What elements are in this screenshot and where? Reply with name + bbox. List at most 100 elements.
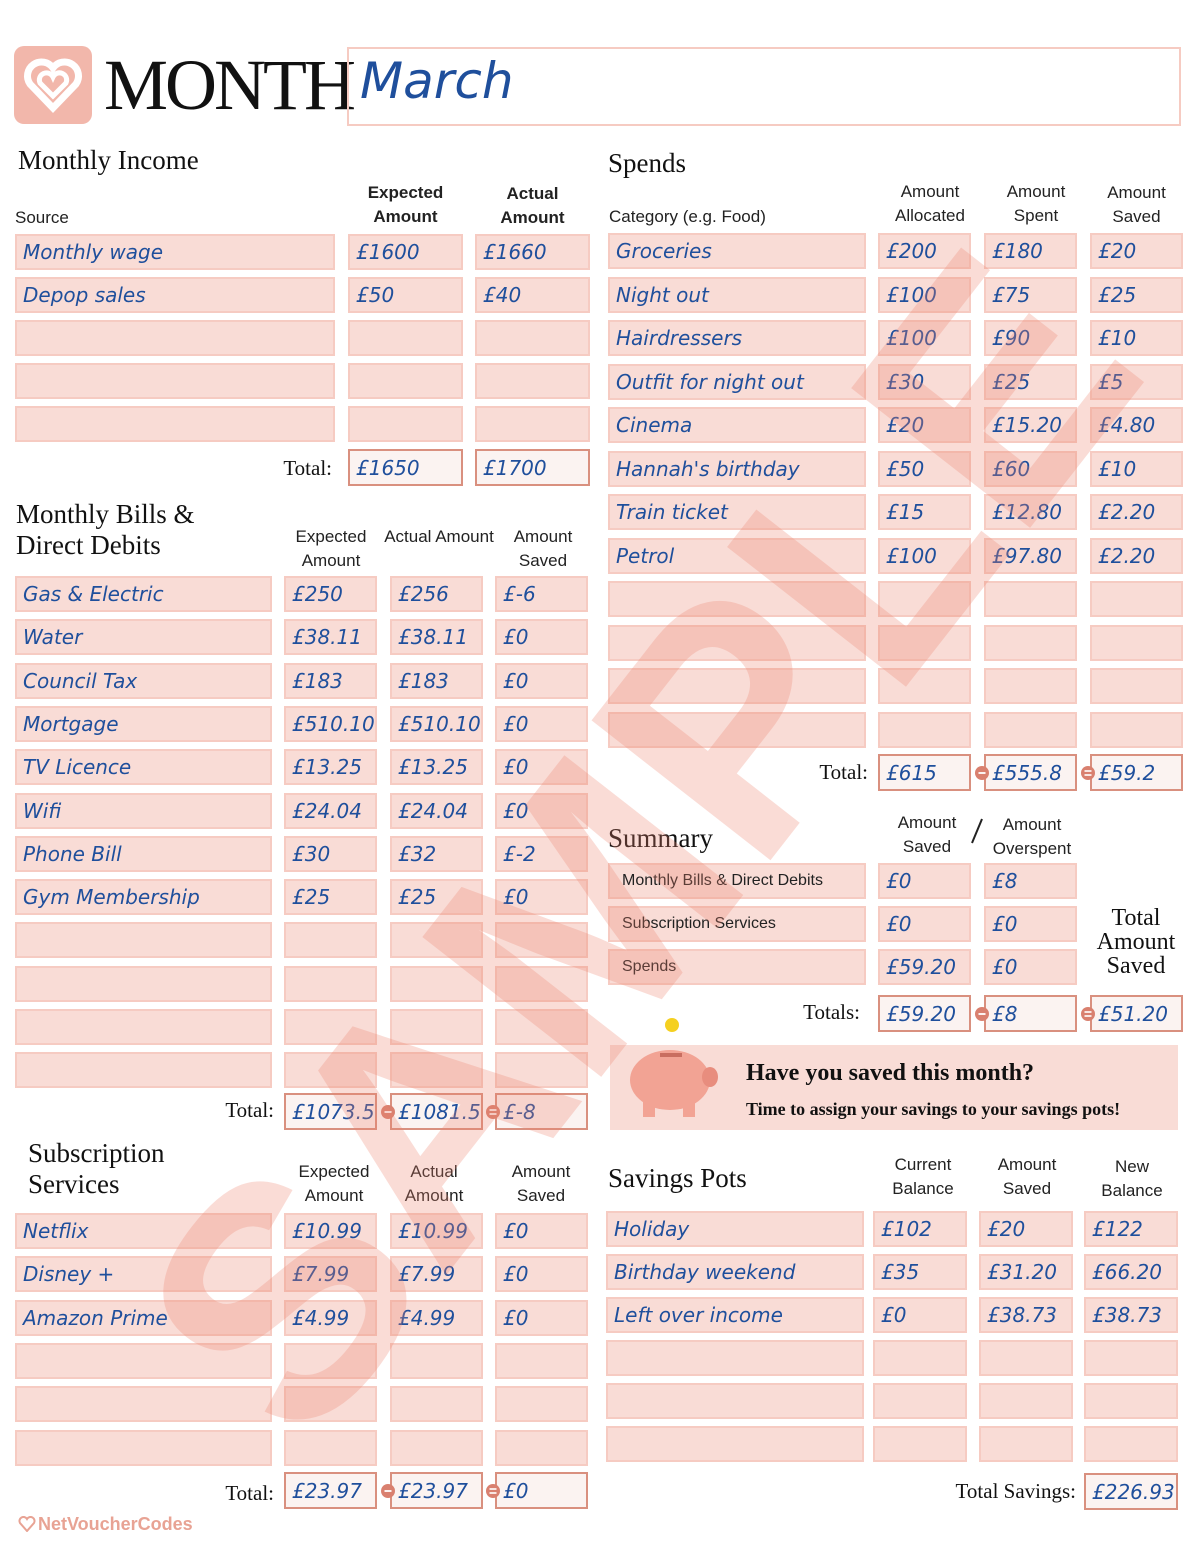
empty-cell	[608, 668, 866, 704]
empty-cell	[984, 711, 1077, 748]
table-cell: £-6	[495, 576, 588, 612]
total-value: £226.93	[1084, 1473, 1178, 1510]
table-cell: Cinema	[608, 407, 866, 443]
empty-cell	[390, 1386, 483, 1423]
table-cell: £100	[878, 537, 971, 574]
table-cell: £38.73	[1084, 1297, 1178, 1333]
empty-cell	[878, 581, 971, 617]
empty-cell	[475, 406, 590, 442]
empty-cell	[284, 1386, 377, 1423]
section-title: Subscription Services	[28, 1138, 165, 1199]
column-header: Amount Saved	[1107, 183, 1166, 226]
table-cell: £13.25	[390, 749, 483, 786]
table-cell: Petrol	[608, 537, 866, 574]
table-cell: Gym Membership	[15, 879, 272, 916]
table-cell: £25	[390, 879, 483, 916]
operator-icon	[381, 1105, 395, 1119]
table-cell: £-2	[495, 835, 588, 872]
table-cell: Council Tax	[15, 662, 272, 699]
table-cell: £35	[873, 1254, 967, 1290]
column-header: Amount Saved	[513, 527, 573, 570]
empty-cell	[348, 363, 463, 399]
table-cell: £0	[873, 1297, 967, 1333]
section-title: Savings Pots	[608, 1163, 747, 1193]
column-header: Amount Allocated	[895, 182, 965, 225]
table-cell: Mortgage	[15, 705, 272, 742]
section-title: Monthly Income	[18, 145, 199, 175]
column-header: New Balance	[1101, 1157, 1163, 1200]
table-cell: £510.10	[390, 705, 483, 742]
table-cell: Night out	[608, 276, 866, 313]
empty-cell	[495, 965, 588, 1002]
table-cell: £180	[984, 233, 1077, 269]
table-cell: £5	[1090, 363, 1183, 400]
column-header: Amount Overspent	[992, 815, 1072, 858]
empty-cell	[606, 1383, 864, 1419]
empty-cell	[1090, 668, 1183, 704]
month-value: March	[360, 52, 514, 110]
table-cell: £122	[1084, 1211, 1178, 1247]
table-cell: £50	[348, 277, 463, 313]
empty-cell	[390, 922, 483, 959]
empty-cell	[475, 363, 590, 399]
operator-icon	[486, 1105, 500, 1119]
table-cell: £31.20	[979, 1254, 1073, 1290]
empty-cell	[15, 922, 272, 959]
table-cell: £0	[878, 863, 971, 899]
operator-icon	[975, 1007, 989, 1021]
column-header: Amount Saved	[511, 1162, 571, 1205]
header-title: MONTH	[104, 45, 356, 125]
operator-icon	[381, 1484, 395, 1498]
table-cell: £10.99	[284, 1213, 377, 1249]
empty-cell	[390, 965, 483, 1002]
total-value: £51.20	[1090, 995, 1183, 1032]
empty-cell	[15, 1429, 272, 1466]
table-cell: £24.04	[390, 792, 483, 829]
table-cell: £100	[878, 276, 971, 313]
table-cell: Netflix	[15, 1213, 272, 1249]
table-cell: £30	[284, 835, 377, 872]
empty-cell	[390, 1342, 483, 1379]
table-cell: £183	[284, 662, 377, 699]
empty-cell	[606, 1426, 864, 1462]
empty-cell	[608, 581, 866, 617]
total-value: £0	[495, 1472, 588, 1509]
empty-cell	[284, 1052, 377, 1089]
column-header: Actual Amount	[500, 184, 565, 227]
total-value: £59.20	[878, 995, 971, 1032]
empty-cell	[1090, 624, 1183, 661]
total-value: £23.97	[284, 1472, 377, 1509]
operator-icon	[486, 1484, 500, 1498]
table-cell: £7.99	[284, 1256, 377, 1293]
table-cell: £250	[284, 576, 377, 612]
table-cell: TV Licence	[15, 749, 272, 786]
table-cell: Groceries	[608, 233, 866, 269]
empty-cell	[284, 922, 377, 959]
table-cell: £0	[984, 906, 1077, 942]
table-cell: £510.10	[284, 705, 377, 742]
slash	[971, 818, 983, 844]
table-cell: £38.73	[979, 1297, 1073, 1333]
table-cell: £60	[984, 450, 1077, 487]
table-cell: £2.20	[1090, 537, 1183, 574]
table-cell: £50	[878, 450, 971, 487]
total-value: £1073.5	[284, 1093, 377, 1130]
empty-cell	[878, 711, 971, 748]
table-cell: £4.99	[284, 1299, 377, 1336]
operator-icon	[975, 766, 989, 780]
operator-icon	[1081, 766, 1095, 780]
empty-cell	[984, 668, 1077, 704]
table-cell: £75	[984, 276, 1077, 313]
table-cell: £0	[878, 906, 971, 942]
empty-cell	[15, 406, 335, 442]
table-cell: £40	[475, 277, 590, 313]
empty-cell	[1084, 1383, 1178, 1419]
table-cell: £32	[390, 835, 483, 872]
total-value: £1700	[475, 449, 590, 486]
table-cell: Amazon Prime	[15, 1299, 272, 1336]
table-cell: Disney +	[15, 1256, 272, 1293]
table-cell: Phone Bill	[15, 835, 272, 872]
total-value: £1081.5	[390, 1093, 483, 1130]
empty-cell	[873, 1426, 967, 1462]
